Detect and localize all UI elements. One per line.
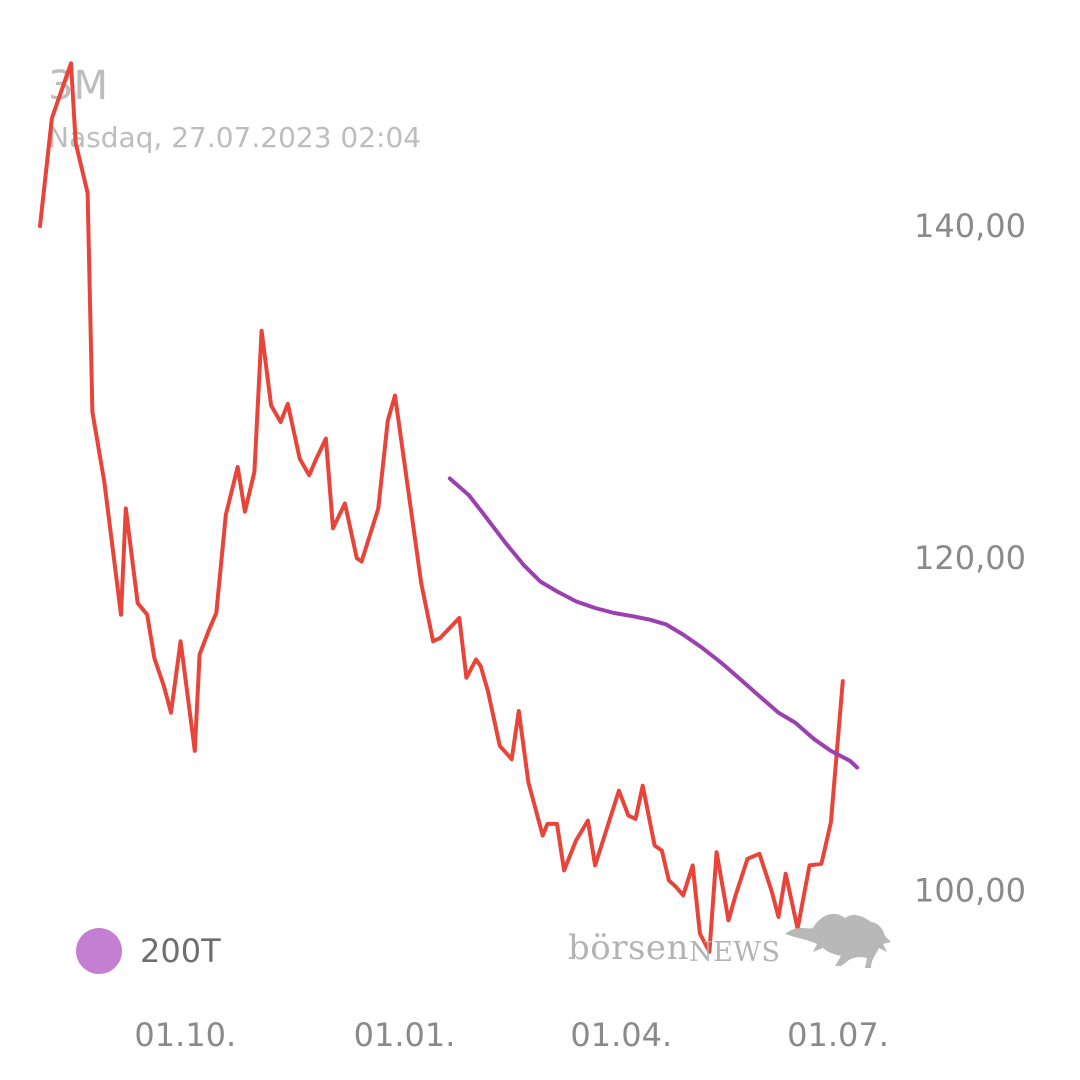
y-tick-label: 100,00 bbox=[914, 871, 1026, 909]
boersennews-logo: börsen NEWS bbox=[568, 908, 895, 968]
logo-text-main: börsen bbox=[568, 928, 689, 968]
legend-label: 200T bbox=[140, 932, 221, 970]
chart-subtitle: Nasdaq, 27.07.2023 02:04 bbox=[48, 121, 422, 154]
x-axis-ticks: 01.10. 01.01. 01.04. 01.07. bbox=[134, 1016, 889, 1054]
legend-color-dot bbox=[76, 928, 122, 974]
logo-text-news: NEWS bbox=[688, 937, 781, 968]
series-layer bbox=[38, 61, 860, 954]
x-tick-label: 01.01. bbox=[354, 1016, 456, 1054]
bull-icon bbox=[784, 913, 891, 968]
legend[interactable]: 200T bbox=[76, 928, 221, 974]
price-line bbox=[38, 61, 845, 954]
x-tick-label: 01.10. bbox=[134, 1016, 236, 1054]
moving-average-200t-line bbox=[447, 476, 860, 770]
x-tick-label: 01.07. bbox=[787, 1016, 889, 1054]
y-axis-ticks: 140,00 120,00 100,00 bbox=[914, 207, 1026, 909]
y-tick-label: 140,00 bbox=[914, 207, 1026, 245]
x-tick-label: 01.04. bbox=[570, 1016, 672, 1054]
y-tick-label: 120,00 bbox=[914, 539, 1026, 577]
